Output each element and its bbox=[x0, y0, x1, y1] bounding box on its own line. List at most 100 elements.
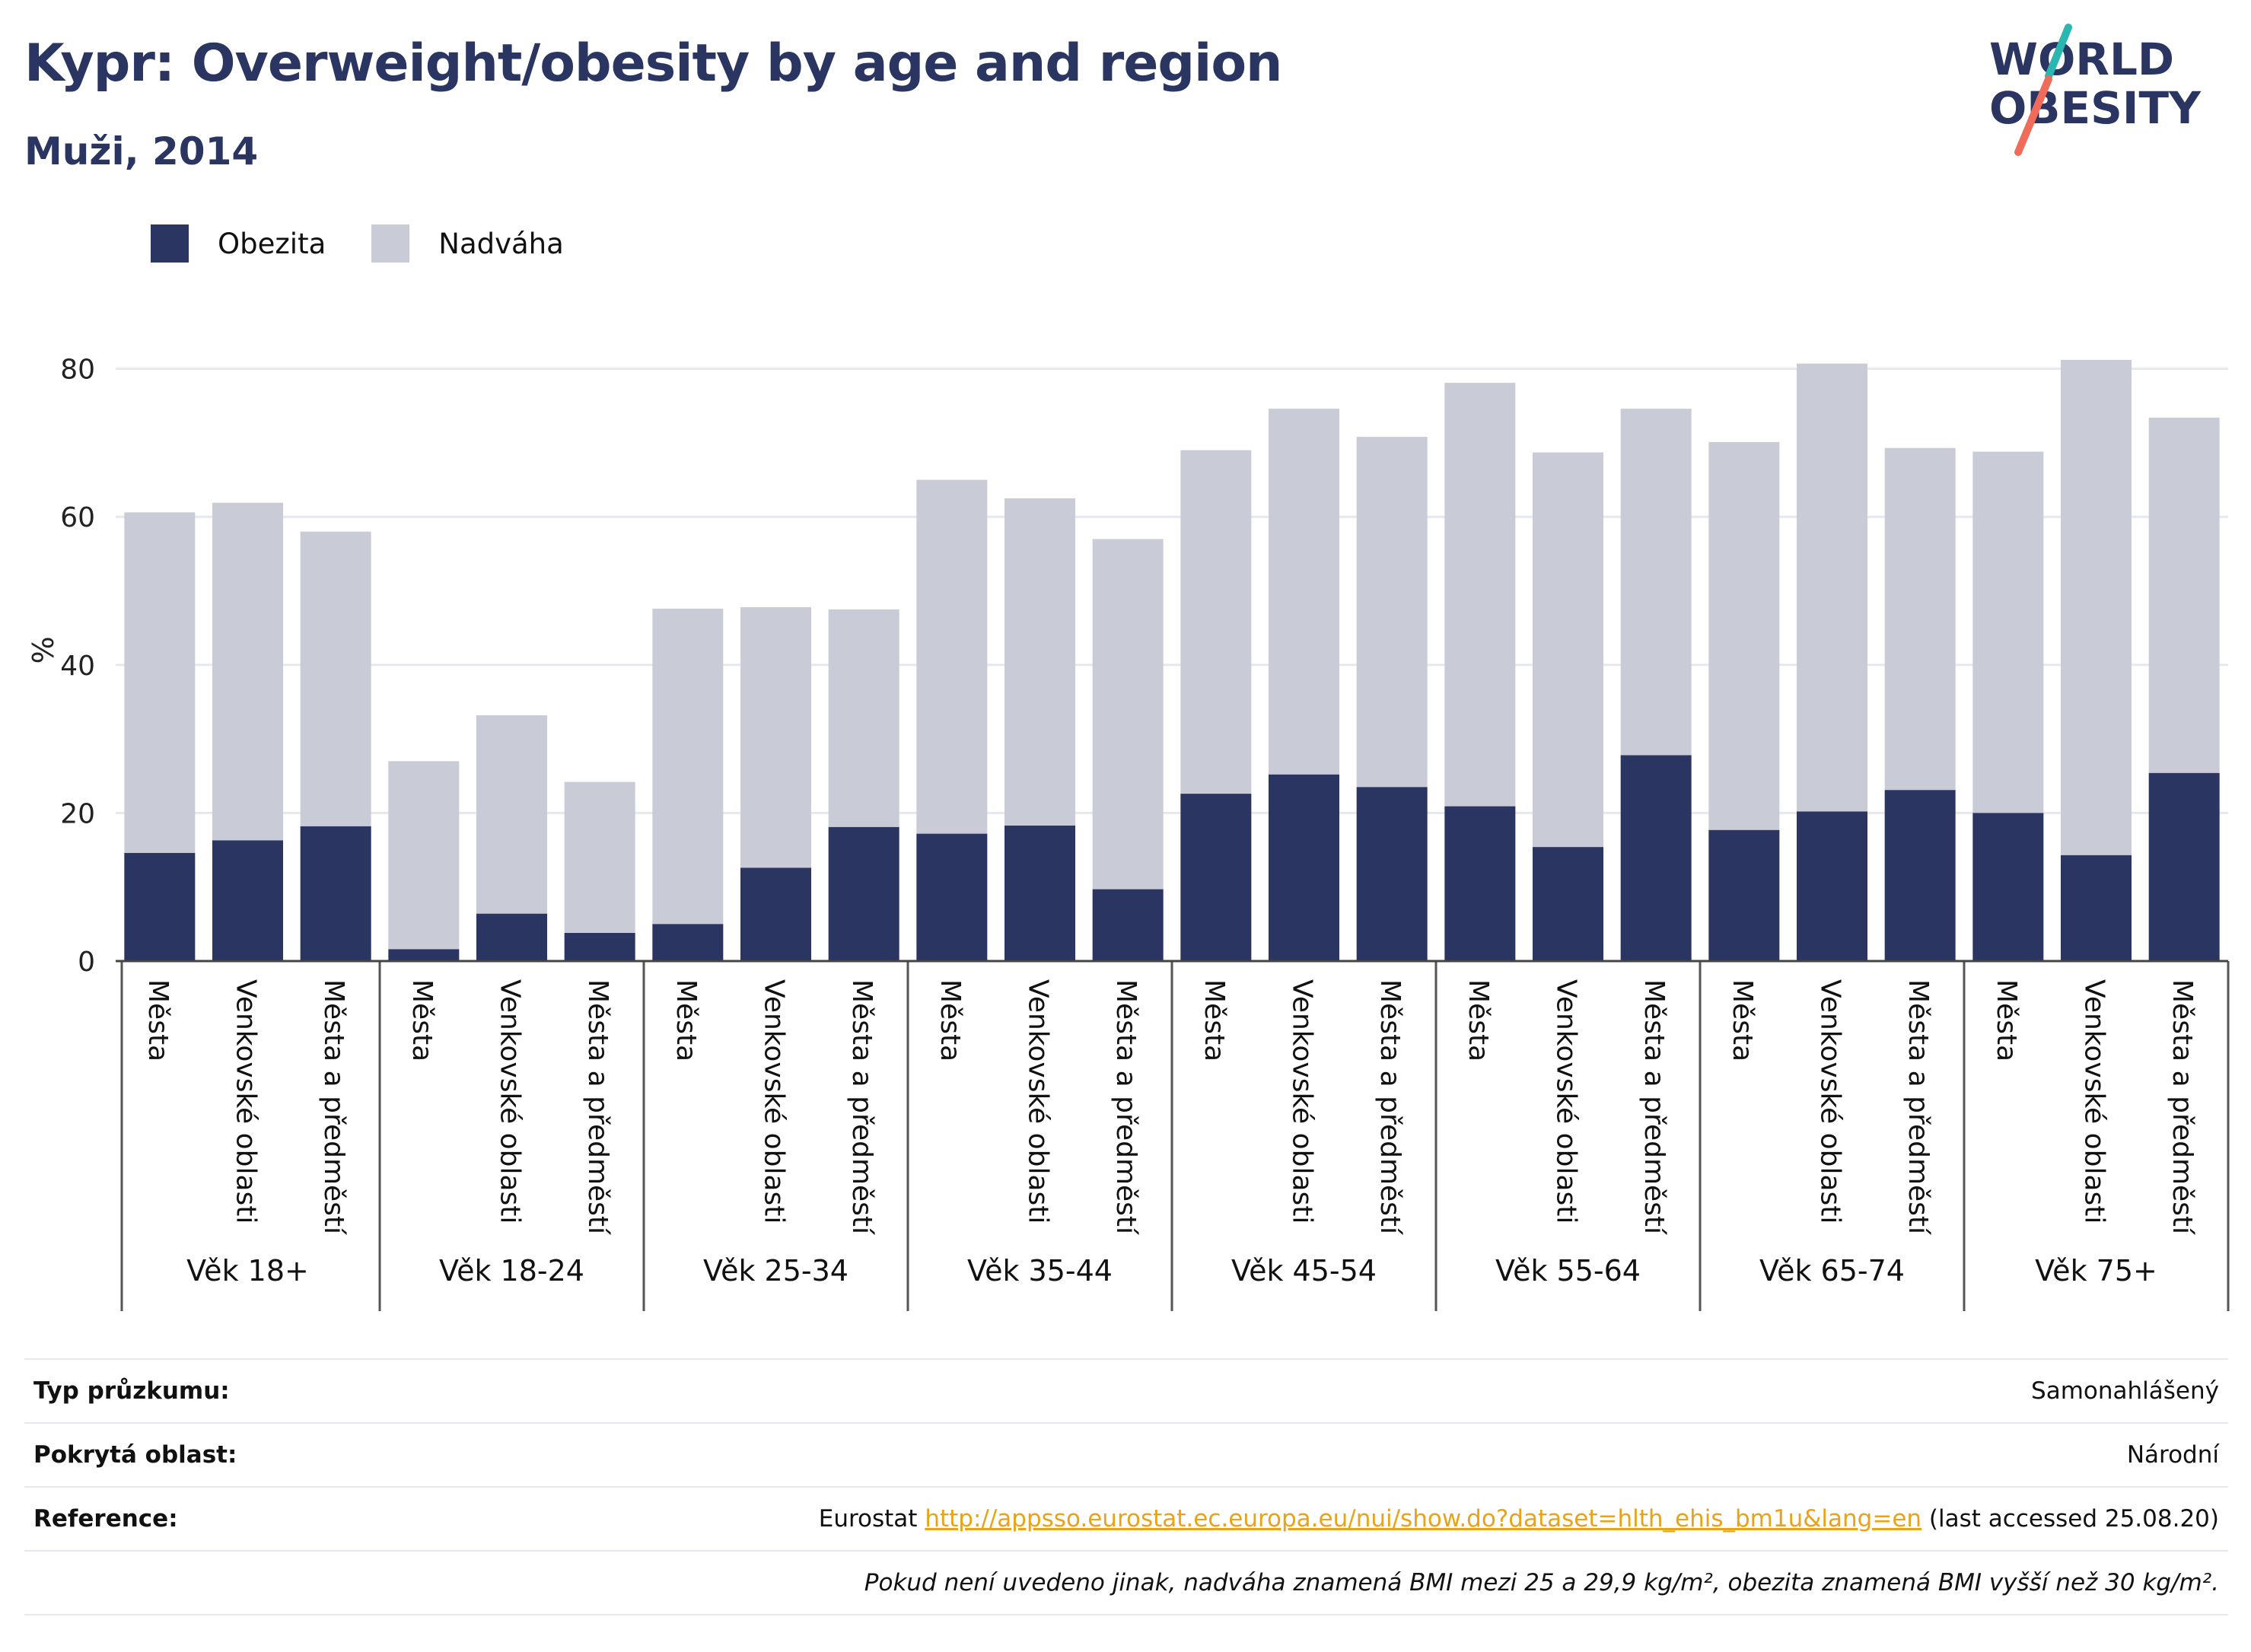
bar-overweight bbox=[2148, 417, 2220, 773]
bar-overweight bbox=[1444, 383, 1516, 807]
bar-overweight bbox=[1620, 409, 1692, 756]
bar-obesity bbox=[1180, 794, 1252, 961]
bar-obesity bbox=[388, 949, 460, 961]
y-tick-label: 20 bbox=[60, 798, 95, 829]
category-label: Města bbox=[142, 979, 174, 1062]
bar-obesity bbox=[740, 867, 811, 961]
bar-overweight bbox=[1005, 498, 1075, 826]
bar-overweight bbox=[124, 512, 196, 853]
bar-obesity bbox=[300, 826, 371, 961]
definition-note: Pokud není uvedeno jinak, nadváha znamen… bbox=[864, 1569, 2219, 1596]
bar-obesity bbox=[124, 852, 196, 961]
group-label: Věk 75+ bbox=[2035, 1254, 2157, 1288]
logo-line2: OBESITY bbox=[1989, 82, 2202, 134]
category-label: Města a předměstí bbox=[582, 979, 613, 1235]
category-label: Města bbox=[934, 979, 966, 1062]
category-label: Venkovské oblasti bbox=[2079, 979, 2110, 1224]
category-label: Města bbox=[670, 979, 702, 1062]
reference-link[interactable]: http://appsso.eurostat.ec.europa.eu/nui/… bbox=[925, 1505, 1922, 1533]
bar-overweight bbox=[740, 606, 811, 868]
bar-overweight bbox=[916, 479, 988, 834]
group-label: Věk 18-24 bbox=[439, 1254, 584, 1288]
category-label: Města a předměstí bbox=[1902, 979, 1934, 1235]
bar-obesity bbox=[828, 826, 899, 961]
legend-item-overweight[interactable]: Nadváha bbox=[371, 224, 564, 263]
group-label: Věk 55-64 bbox=[1495, 1254, 1641, 1288]
category-label: Venkovské oblasti bbox=[231, 979, 262, 1224]
bar-overweight bbox=[1269, 409, 1339, 775]
y-tick-label: 80 bbox=[60, 355, 95, 386]
bar-overweight bbox=[1533, 452, 1603, 848]
category-label: Města bbox=[1991, 979, 2022, 1062]
y-tick-label: 40 bbox=[60, 651, 95, 682]
bar-overweight bbox=[652, 608, 724, 925]
category-label: Města bbox=[1199, 979, 1230, 1062]
category-label: Venkovské oblasti bbox=[1551, 979, 1582, 1224]
group-label: Věk 18+ bbox=[186, 1254, 309, 1288]
group-label: Věk 45-54 bbox=[1231, 1254, 1377, 1288]
bar-obesity bbox=[564, 933, 635, 961]
bar-obesity bbox=[1884, 790, 1956, 961]
bar-overweight bbox=[828, 609, 899, 827]
info-row-note: Pokud není uvedeno jinak, nadváha znamen… bbox=[24, 1550, 2228, 1615]
bar-obesity bbox=[1533, 847, 1603, 961]
bar-obesity bbox=[476, 913, 547, 961]
bar-overweight bbox=[1708, 441, 1780, 830]
bar-obesity bbox=[212, 840, 283, 961]
bar-overweight bbox=[388, 761, 460, 950]
reference-prefix: Eurostat bbox=[818, 1505, 918, 1533]
category-label: Venkovské oblasti bbox=[1287, 979, 1318, 1224]
bar-obesity bbox=[2061, 855, 2132, 961]
coverage-label: Pokrytá oblast: bbox=[33, 1441, 237, 1469]
logo-line1: WORLD bbox=[1989, 33, 2174, 85]
bar-overweight bbox=[1884, 447, 1956, 791]
category-label: Města bbox=[406, 979, 438, 1062]
logo-slash-teal bbox=[2045, 24, 2072, 80]
bar-overweight bbox=[1180, 450, 1252, 794]
bar-obesity bbox=[1972, 813, 2044, 961]
reference-value: Eurostat http://appsso.eurostat.ec.europ… bbox=[819, 1505, 2219, 1533]
bar-obesity bbox=[1620, 755, 1692, 961]
chart-subtitle: Muži, 2014 bbox=[24, 129, 259, 173]
world-obesity-logo: WORLD OBESITY bbox=[1989, 24, 2202, 156]
coverage-value: Národní bbox=[2126, 1441, 2219, 1469]
y-tick-label: 0 bbox=[78, 947, 95, 978]
bar-overweight bbox=[1356, 437, 1428, 788]
category-label: Venkovské oblasti bbox=[759, 979, 790, 1224]
category-label: Města a předměstí bbox=[318, 979, 349, 1235]
bar-overweight bbox=[1972, 451, 2044, 813]
bar-obesity bbox=[652, 924, 724, 961]
legend: Obezita Nadváha bbox=[151, 224, 610, 263]
category-label: Města a předměstí bbox=[2167, 979, 2198, 1235]
bar-overweight bbox=[2061, 359, 2132, 855]
stacked-bar-chart: 0 20 40 60 80% Města Venkovské oblasti Města a … bbox=[27, 355, 2230, 1311]
bar-obesity bbox=[1708, 829, 1780, 961]
bar-obesity bbox=[1092, 889, 1164, 961]
bar-obesity bbox=[916, 833, 988, 961]
category-label: Města a předměstí bbox=[1110, 979, 1141, 1235]
legend-swatch-overweight bbox=[371, 224, 410, 263]
legend-swatch-obesity bbox=[151, 224, 189, 263]
bar-overweight bbox=[476, 715, 547, 914]
info-table: Typ průzkumu: Samonahlášený Pokrytá obla… bbox=[24, 1358, 2228, 1615]
survey-type-label: Typ průzkumu: bbox=[33, 1377, 230, 1405]
survey-type-value: Samonahlášený bbox=[2031, 1377, 2219, 1405]
bar-obesity bbox=[1005, 825, 1075, 961]
group-label: Věk 65-74 bbox=[1759, 1254, 1905, 1288]
y-axis-label: % bbox=[27, 636, 60, 664]
category-label: Města a předměstí bbox=[846, 979, 877, 1235]
category-label: Města bbox=[1463, 979, 1494, 1062]
bar-overweight bbox=[1797, 363, 1867, 812]
category-label: Venkovské oblasti bbox=[1815, 979, 1846, 1224]
y-tick-label: 60 bbox=[60, 502, 95, 533]
bar-overweight bbox=[300, 531, 371, 826]
reference-label: Reference: bbox=[33, 1505, 178, 1533]
bar-obesity bbox=[1269, 774, 1339, 961]
info-row-coverage: Pokrytá oblast: Národní bbox=[24, 1422, 2228, 1486]
bar-overweight bbox=[1092, 539, 1164, 890]
bar-overweight bbox=[564, 781, 635, 934]
chart-title: Kypr: Overweight/obesity by age and regi… bbox=[24, 33, 1282, 94]
category-label: Města a předměstí bbox=[1374, 979, 1406, 1235]
reference-suffix: (last accessed 25.08.20) bbox=[1928, 1505, 2219, 1533]
legend-item-obesity[interactable]: Obezita bbox=[151, 224, 326, 263]
